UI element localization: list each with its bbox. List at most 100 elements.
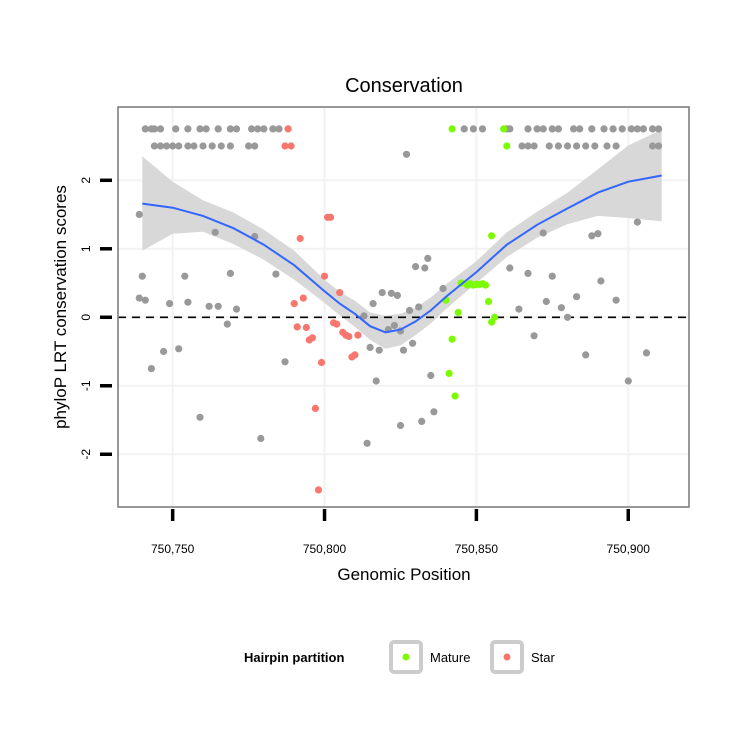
data-point-other <box>406 306 414 314</box>
data-point-other <box>175 142 183 150</box>
data-point-other <box>275 125 283 133</box>
data-point-other <box>181 272 189 280</box>
data-point-other <box>624 377 632 385</box>
legend-dot-star <box>503 653 511 661</box>
data-point-other <box>530 332 538 340</box>
y-tick-label: 1 <box>79 245 93 252</box>
data-point-other <box>251 142 259 150</box>
data-point-other <box>563 313 572 321</box>
data-point-star <box>314 486 323 494</box>
data-point-other <box>396 421 405 430</box>
data-point-other <box>627 125 635 133</box>
data-point-mature <box>454 308 462 317</box>
data-point-other <box>554 142 563 150</box>
data-point-other <box>618 125 626 133</box>
data-point-other <box>156 125 165 133</box>
data-point-other <box>418 417 426 425</box>
data-point-star <box>308 334 316 342</box>
y-tick-label: -1 <box>79 380 93 391</box>
data-point-other <box>649 125 657 133</box>
data-point-star <box>302 323 310 332</box>
smooth-line-layer <box>142 174 662 334</box>
data-point-other <box>469 125 477 133</box>
plot-panel-border <box>117 106 690 508</box>
data-point-other <box>166 300 174 308</box>
data-point-other <box>533 125 541 133</box>
data-point-other <box>160 347 168 356</box>
data-point-star <box>320 272 329 280</box>
data-point-other <box>633 125 642 133</box>
y-axis-title: phyloP LRT conservation scores <box>51 185 70 429</box>
data-point-other <box>214 302 222 310</box>
data-point-other <box>196 125 204 133</box>
data-point-mature <box>481 281 490 289</box>
data-point-other <box>573 293 581 301</box>
legend: Hairpin partition Mature Star <box>244 640 556 674</box>
data-point-other <box>439 284 447 293</box>
data-point-other <box>232 125 241 133</box>
data-point-other <box>223 320 231 328</box>
data-point-other <box>138 272 146 280</box>
data-point-star <box>284 125 292 133</box>
data-point-other <box>141 296 149 304</box>
data-point-other <box>172 125 180 133</box>
confidence-band <box>142 129 662 349</box>
data-point-other <box>642 349 651 357</box>
data-point-other <box>375 346 383 354</box>
data-point-other <box>612 296 620 304</box>
data-point-star <box>281 142 289 150</box>
y-tick-label: 0 <box>79 314 93 321</box>
data-point-mature <box>488 232 496 240</box>
data-point-other <box>399 346 408 354</box>
data-point-mature <box>448 125 456 133</box>
data-point-other <box>424 254 432 262</box>
x-tick-label: 750,900 <box>607 542 651 556</box>
data-point-star <box>293 323 301 331</box>
data-point-other <box>409 339 417 347</box>
chart-title: Conservation <box>345 75 463 97</box>
data-point-star <box>287 142 295 150</box>
data-point-other <box>232 305 241 313</box>
data-point-other <box>135 210 143 219</box>
data-point-other <box>478 125 487 133</box>
data-point-other <box>582 142 590 150</box>
data-point-other <box>393 291 401 299</box>
data-point-other <box>554 125 563 133</box>
data-point-other <box>226 125 234 133</box>
data-point-other <box>378 289 386 297</box>
data-point-other <box>649 142 657 150</box>
data-point-other <box>402 150 411 158</box>
data-point-other <box>570 125 578 133</box>
y-axis: -2 -1 0 1 2 <box>79 177 112 460</box>
data-point-other <box>175 345 183 353</box>
data-point-other <box>150 125 158 133</box>
data-point-other <box>254 125 262 133</box>
legend-item-mature: Mature <box>389 640 470 674</box>
data-point-other <box>141 125 149 133</box>
data-point-other <box>360 312 368 320</box>
data-point-other <box>542 297 550 306</box>
legend-dot-mature <box>402 653 410 661</box>
y-tick-label: 2 <box>79 177 93 184</box>
legend-title: Hairpin partition <box>244 650 344 665</box>
data-point-other <box>539 229 547 237</box>
data-point-other <box>217 142 225 150</box>
data-point-other <box>639 125 648 133</box>
data-point-other <box>372 377 380 385</box>
data-point-other <box>135 294 143 302</box>
data-point-other <box>582 351 590 359</box>
data-point-other <box>603 142 611 150</box>
data-point-other <box>169 142 177 150</box>
legend-label-mature: Mature <box>430 650 470 665</box>
data-point-other <box>156 142 165 150</box>
data-point-other <box>257 434 265 443</box>
data-point-mature <box>491 313 499 321</box>
data-point-other <box>594 230 602 238</box>
data-point-other <box>563 142 572 150</box>
data-point-other <box>205 302 213 310</box>
y-tick-label: -2 <box>79 449 93 460</box>
data-point-other <box>226 269 234 277</box>
data-point-mature <box>503 142 511 150</box>
data-point-star <box>336 289 344 297</box>
data-point-other <box>281 358 289 366</box>
